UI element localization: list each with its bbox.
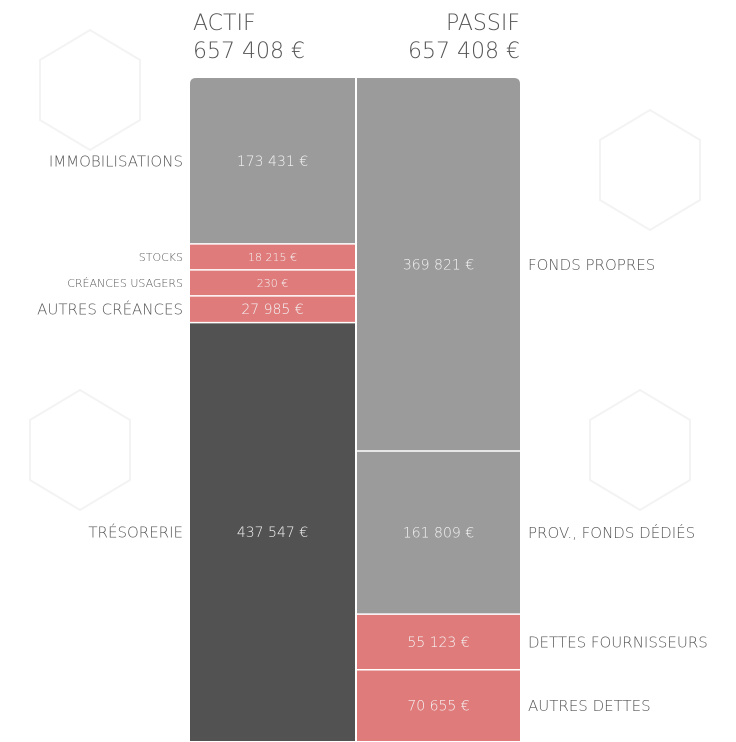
- value-label: 230 €: [257, 277, 289, 290]
- segment: [190, 78, 355, 244]
- value-label: 18 215 €: [248, 251, 297, 264]
- segment: [357, 669, 520, 741]
- segment-name: DETTES FOURNISSEURS: [528, 633, 708, 651]
- value-label: 161 809 €: [403, 526, 474, 542]
- segment-name: IMMOBILISATIONS: [49, 152, 183, 170]
- value-label: 70 655 €: [407, 698, 469, 714]
- column-total: 657 408 €: [408, 39, 520, 64]
- segment-name: AUTRES DETTES: [528, 697, 651, 715]
- segment: [357, 78, 520, 451]
- segment: [357, 450, 520, 615]
- segment-name: STOCKS: [139, 251, 183, 264]
- value-label: 27 985 €: [241, 302, 303, 318]
- segment: [190, 322, 355, 741]
- segment-name: AUTRES CRÉANCES: [37, 300, 183, 319]
- column-title: ACTIF: [193, 11, 256, 36]
- segment-name: FONDS PROPRES: [528, 256, 655, 274]
- segment: [190, 243, 355, 270]
- segment: [357, 614, 520, 670]
- value-label: 55 123 €: [407, 635, 469, 651]
- segment-name: PROV., FONDS DÉDIÉS: [528, 523, 695, 542]
- value-label: 369 821 €: [403, 257, 474, 273]
- segment: [190, 295, 355, 323]
- background: [29, 28, 701, 512]
- segment-name: CRÉANCES USAGERS: [67, 277, 183, 290]
- value-label: 173 431 €: [237, 154, 308, 170]
- column-title: PASSIF: [446, 11, 520, 36]
- value-label: 437 547 €: [237, 525, 308, 541]
- segment: [190, 269, 355, 296]
- segment-name: TRÉSORERIE: [88, 522, 183, 541]
- column-total: 657 408 €: [193, 39, 305, 64]
